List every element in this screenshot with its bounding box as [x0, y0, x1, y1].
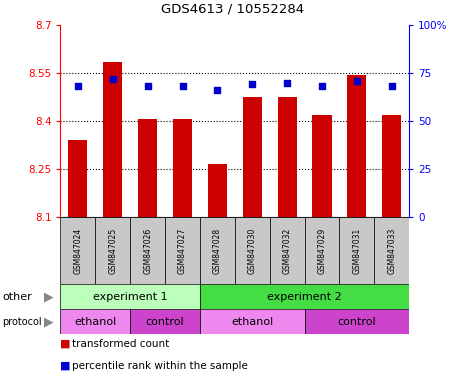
Text: GSM847029: GSM847029	[318, 227, 326, 274]
Bar	[95, 217, 130, 284]
Bar	[312, 114, 332, 217]
Text: ■: ■	[60, 339, 70, 349]
Text: GSM847027: GSM847027	[178, 227, 187, 274]
Text: GSM847028: GSM847028	[213, 227, 222, 274]
Bar	[243, 97, 262, 217]
Point	[179, 83, 186, 89]
Point	[144, 83, 152, 89]
Point	[283, 79, 291, 86]
Point	[388, 83, 395, 89]
Bar	[130, 309, 200, 334]
Text: GDS4613 / 10552284: GDS4613 / 10552284	[161, 2, 304, 15]
Bar	[305, 309, 409, 334]
Bar	[374, 217, 409, 284]
Point	[353, 78, 361, 84]
Bar	[60, 284, 200, 309]
Bar	[173, 119, 192, 217]
Text: GSM847030: GSM847030	[248, 227, 257, 274]
Point	[74, 83, 82, 89]
Text: transformed count: transformed count	[72, 339, 169, 349]
Text: ethanol: ethanol	[231, 316, 273, 327]
Text: ▶: ▶	[44, 290, 53, 303]
Text: GSM847026: GSM847026	[143, 227, 152, 274]
Bar	[382, 114, 401, 217]
Text: GSM847024: GSM847024	[73, 227, 82, 274]
Text: experiment 1: experiment 1	[93, 291, 167, 302]
Text: GSM847031: GSM847031	[352, 227, 361, 274]
Bar	[200, 309, 305, 334]
Text: control: control	[338, 316, 376, 327]
Bar	[270, 217, 305, 284]
Text: control: control	[146, 316, 185, 327]
Bar	[200, 217, 235, 284]
Text: GSM847033: GSM847033	[387, 227, 396, 274]
Bar	[208, 164, 227, 217]
Bar	[60, 309, 130, 334]
Text: GSM847032: GSM847032	[283, 227, 292, 274]
Bar	[339, 217, 374, 284]
Text: GSM847025: GSM847025	[108, 227, 117, 274]
Bar	[165, 217, 200, 284]
Text: ▶: ▶	[44, 315, 53, 328]
Bar	[235, 217, 270, 284]
Bar	[68, 140, 87, 217]
Bar	[347, 74, 366, 217]
Text: other: other	[2, 291, 32, 302]
Text: percentile rank within the sample: percentile rank within the sample	[72, 361, 248, 371]
Point	[214, 87, 221, 93]
Text: ethanol: ethanol	[74, 316, 116, 327]
Bar	[130, 217, 165, 284]
Point	[248, 81, 256, 88]
Text: ■: ■	[60, 361, 70, 371]
Bar	[278, 97, 297, 217]
Bar	[60, 217, 95, 284]
Bar	[305, 217, 339, 284]
Point	[109, 76, 116, 82]
Bar	[200, 284, 409, 309]
Text: protocol: protocol	[2, 316, 42, 327]
Bar	[103, 62, 122, 217]
Point	[318, 83, 325, 89]
Text: experiment 2: experiment 2	[267, 291, 342, 302]
Bar	[138, 119, 157, 217]
